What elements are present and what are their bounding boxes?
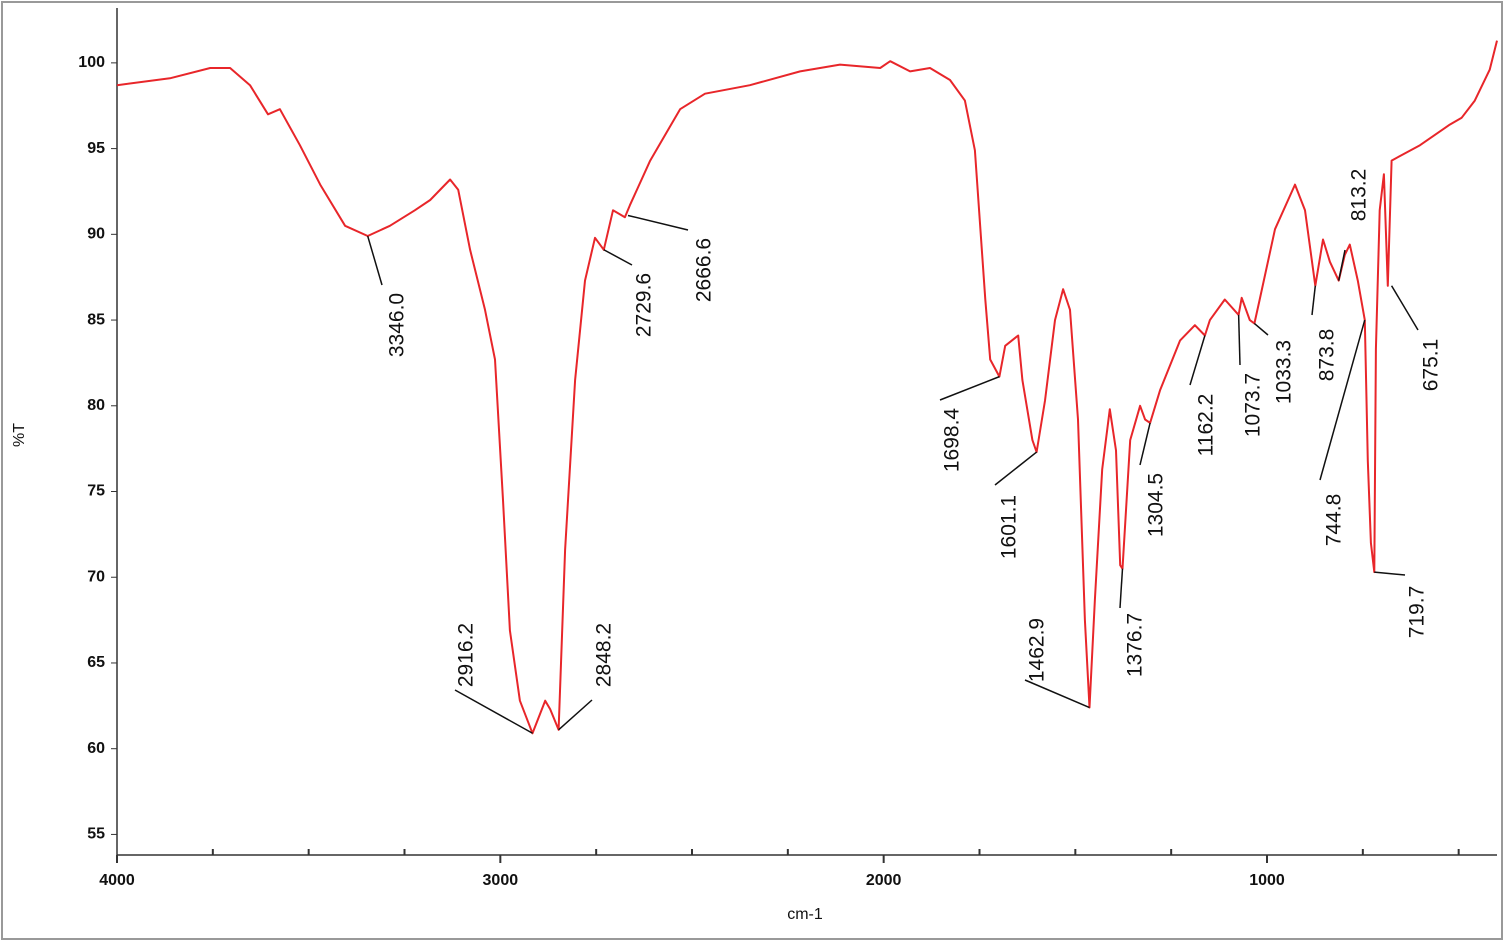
x-tick-label: 3000 [483, 872, 519, 889]
annotation-label: 2666.6 [693, 238, 716, 302]
annotation-label: 719.7 [1406, 586, 1429, 639]
x-tick-label: 4000 [99, 872, 135, 889]
y-tick-label: 85 [87, 311, 105, 328]
annotation-label: 1462.9 [1026, 618, 1049, 682]
annotation-label: 1162.2 [1195, 394, 1218, 457]
annotation-leader [627, 214, 689, 231]
annotation-label: 1304.5 [1145, 473, 1168, 537]
annotation-leader [1337, 249, 1346, 281]
annotation-label: 1073.7 [1242, 373, 1265, 437]
annotation-label: 1698.4 [941, 408, 964, 473]
annotation-label: 675.1 [1420, 339, 1443, 392]
y-tick-label: 95 [87, 140, 105, 157]
y-tick-label: 100 [78, 54, 105, 71]
annotation-label: 1033.3 [1273, 340, 1296, 404]
y-axis-label: %T [11, 423, 28, 447]
annotation-label: 873.8 [1316, 329, 1339, 382]
annotation-label: 2916.2 [455, 623, 478, 687]
annotation-leader [1189, 335, 1206, 386]
annotation-label: 813.2 [1348, 169, 1371, 222]
annotation-label: 744.8 [1323, 494, 1346, 547]
y-tick-label: 60 [87, 740, 105, 757]
y-tick-label: 75 [87, 483, 105, 500]
x-tick-label: 2000 [866, 872, 902, 889]
annotation-leader [366, 235, 383, 286]
annotation-label: 2729.6 [633, 273, 656, 337]
annotation-label: 3346.0 [386, 293, 409, 357]
annotation-leader [558, 699, 593, 731]
annotation-leader [603, 249, 633, 266]
x-axis-label: cm-1 [787, 906, 823, 923]
y-tick-label: 90 [87, 226, 105, 243]
y-tick-label: 65 [87, 654, 105, 671]
annotation-leader [1237, 314, 1241, 366]
x-tick-label: 1000 [1249, 872, 1285, 889]
y-tick-label: 55 [87, 826, 105, 843]
annotation-leader [1374, 571, 1406, 576]
annotation-leader [1119, 568, 1124, 609]
annotation-leader [454, 689, 533, 734]
annotation-leader [1253, 322, 1269, 336]
annotation-leader [994, 451, 1038, 486]
y-tick-label: 80 [87, 397, 105, 414]
annotation-leader [1319, 319, 1366, 481]
annotation-leader [1139, 422, 1151, 466]
annotation-label: 1376.7 [1124, 613, 1147, 677]
annotation-label: 2848.2 [593, 623, 616, 687]
annotation-label: 1601.1 [998, 495, 1021, 559]
y-tick-label: 70 [87, 568, 105, 585]
annotation-leader [1390, 285, 1419, 331]
annotation-leader [939, 375, 1000, 401]
annotation-leader [1311, 285, 1317, 316]
annotation-leader [1024, 679, 1090, 709]
